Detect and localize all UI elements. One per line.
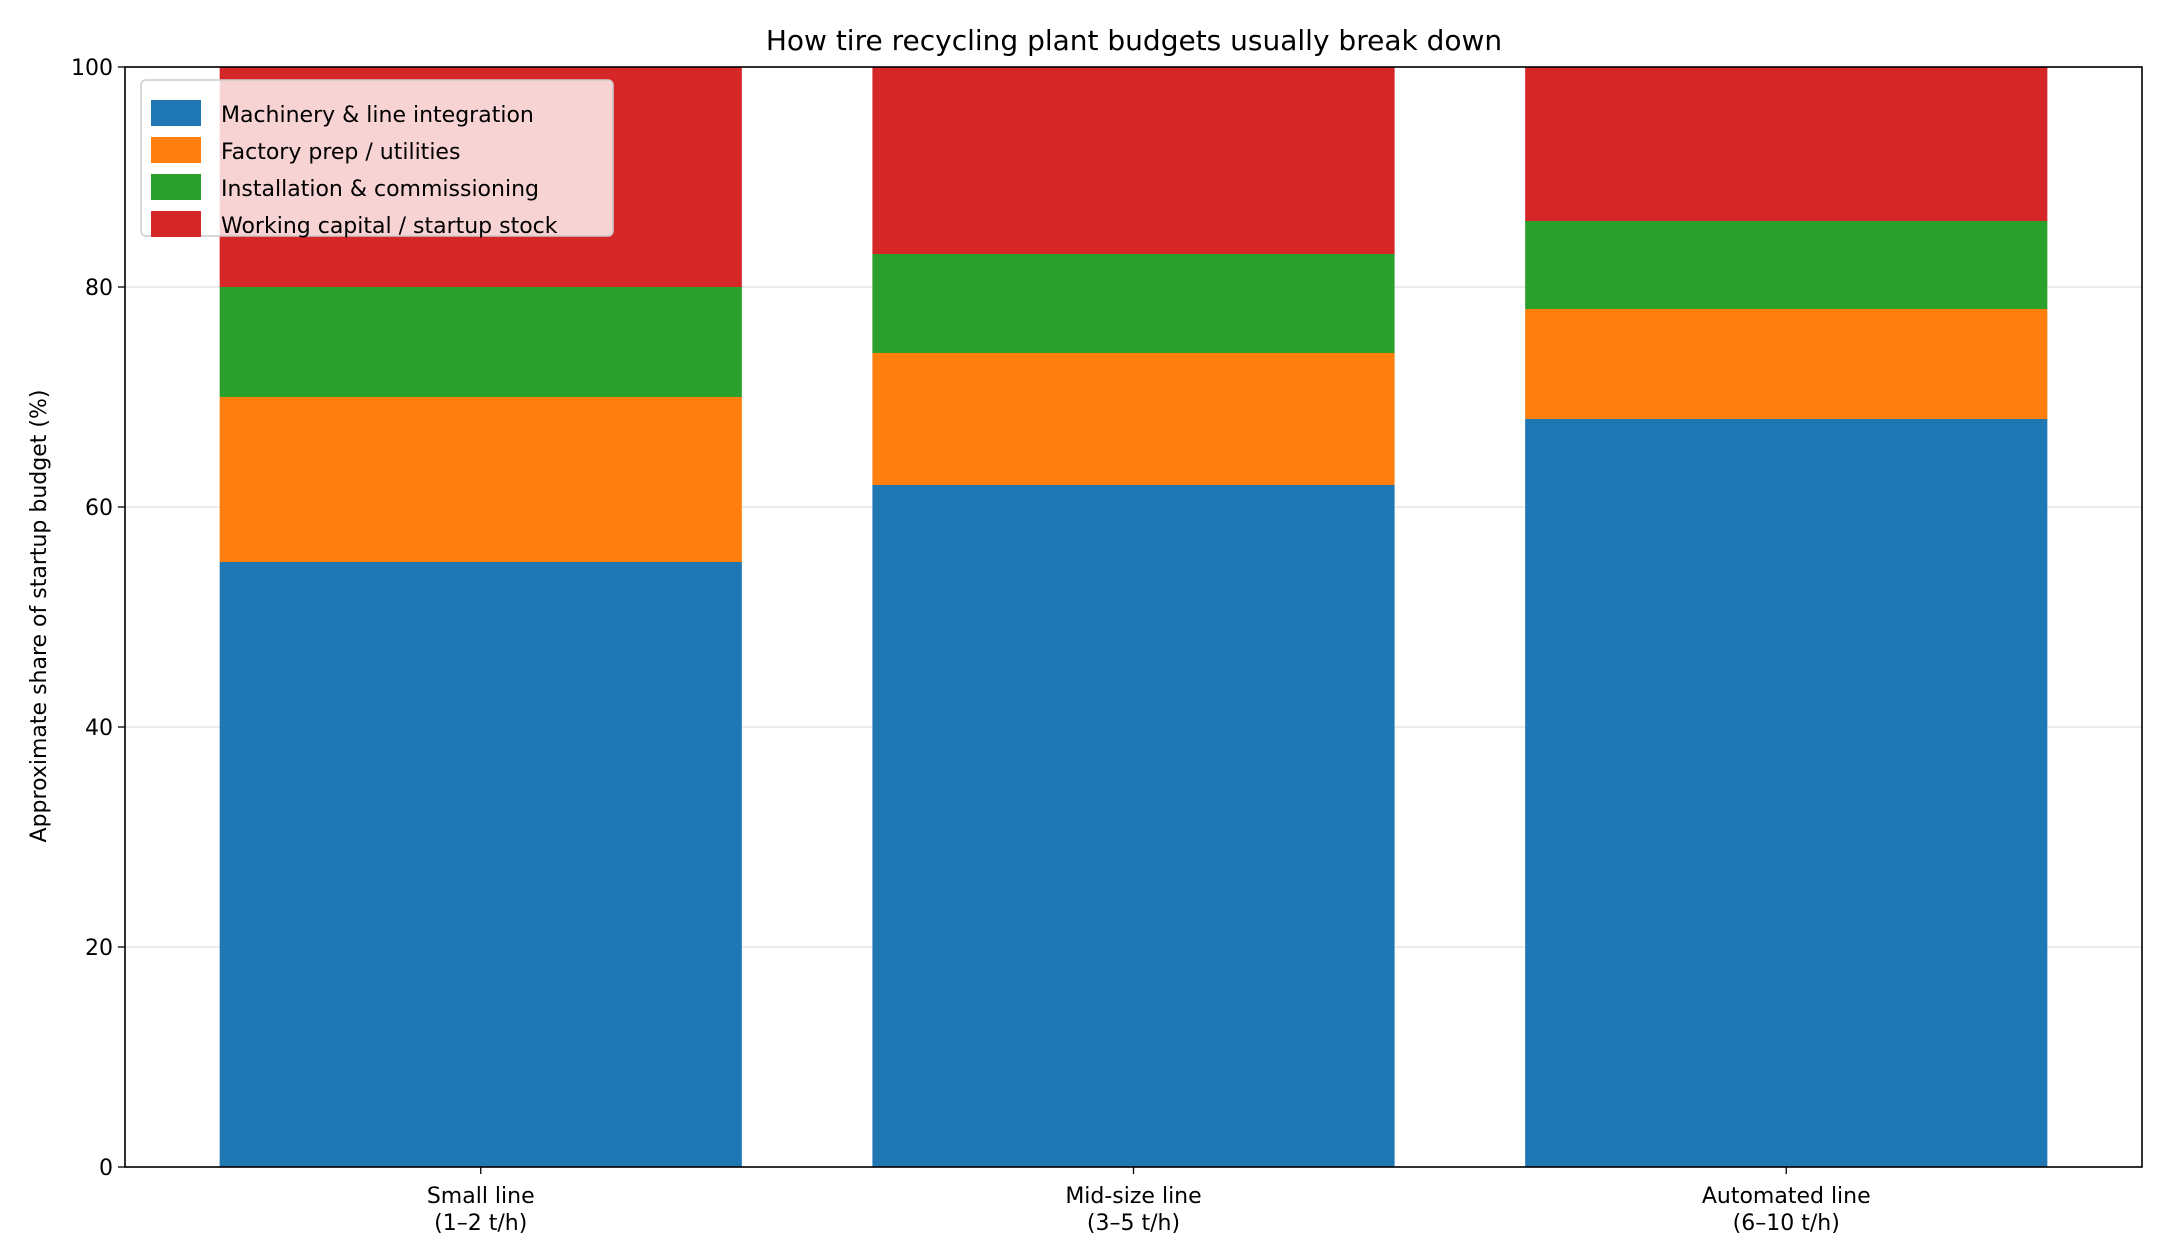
bar-segment	[1525, 419, 2048, 1167]
y-tick-label: 0	[99, 1156, 113, 1181]
bar-segment	[219, 397, 742, 562]
legend-swatch	[151, 211, 201, 237]
legend-label: Factory prep / utilities	[221, 140, 460, 165]
bar-segment	[872, 353, 1395, 485]
y-tick-label: 40	[85, 716, 113, 741]
y-tick-label: 80	[85, 276, 113, 301]
legend-label: Installation & commissioning	[221, 177, 539, 202]
bar-segment	[1525, 67, 2048, 221]
x-tick-label: Mid-size line (3–5 t/h)	[1065, 1184, 1201, 1236]
y-tick-label: 100	[71, 56, 113, 81]
legend-swatch	[151, 100, 201, 126]
legend-label: Working capital / startup stock	[221, 214, 558, 239]
x-tick-label: Automated line (6–10 t/h)	[1702, 1184, 1871, 1236]
y-tick-label: 20	[85, 936, 113, 961]
y-axis-label: Approximate share of startup budget (%)	[27, 390, 52, 843]
chart-title: How tire recycling plant budgets usually…	[766, 24, 1502, 57]
bar-segment	[872, 254, 1395, 353]
bar-segment	[872, 67, 1395, 254]
bar-segment	[219, 562, 742, 1167]
y-tick-label: 60	[85, 496, 113, 521]
bar-segment	[872, 485, 1395, 1167]
bar-segment	[1525, 309, 2048, 419]
x-tick-label: Small line (1–2 t/h)	[427, 1184, 535, 1236]
legend-label: Machinery & line integration	[221, 103, 534, 128]
legend-box	[140, 79, 614, 237]
plot-frame	[124, 66, 2143, 1168]
bar-segment	[219, 287, 742, 397]
legend-swatch	[151, 174, 201, 200]
bar-segment	[1525, 221, 2048, 309]
legend-swatch	[151, 137, 201, 163]
